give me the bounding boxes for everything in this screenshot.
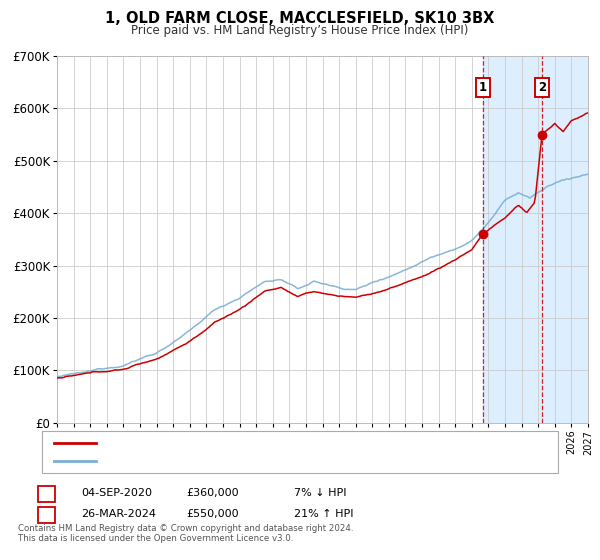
Text: £360,000: £360,000 — [186, 488, 239, 498]
Text: 04-SEP-2020: 04-SEP-2020 — [81, 488, 152, 498]
Bar — [483, 56, 588, 423]
Text: This data is licensed under the Open Government Licence v3.0.: This data is licensed under the Open Gov… — [18, 534, 293, 543]
Text: 1, OLD FARM CLOSE, MACCLESFIELD, SK10 3BX (detached house): 1, OLD FARM CLOSE, MACCLESFIELD, SK10 3B… — [105, 438, 446, 448]
Text: HPI: Average price, detached house, Cheshire East: HPI: Average price, detached house, Ches… — [105, 456, 370, 466]
Text: 1, OLD FARM CLOSE, MACCLESFIELD, SK10 3BX: 1, OLD FARM CLOSE, MACCLESFIELD, SK10 3B… — [106, 11, 494, 26]
Text: 7% ↓ HPI: 7% ↓ HPI — [294, 488, 347, 498]
Text: 1: 1 — [479, 81, 487, 94]
Text: Price paid vs. HM Land Registry’s House Price Index (HPI): Price paid vs. HM Land Registry’s House … — [131, 24, 469, 36]
Text: 26-MAR-2024: 26-MAR-2024 — [81, 509, 156, 519]
Text: 2: 2 — [43, 509, 50, 519]
Text: 2: 2 — [538, 81, 546, 94]
Text: Contains HM Land Registry data © Crown copyright and database right 2024.: Contains HM Land Registry data © Crown c… — [18, 524, 353, 533]
Text: 21% ↑ HPI: 21% ↑ HPI — [294, 509, 353, 519]
Text: £550,000: £550,000 — [186, 509, 239, 519]
Text: 1: 1 — [43, 488, 50, 498]
